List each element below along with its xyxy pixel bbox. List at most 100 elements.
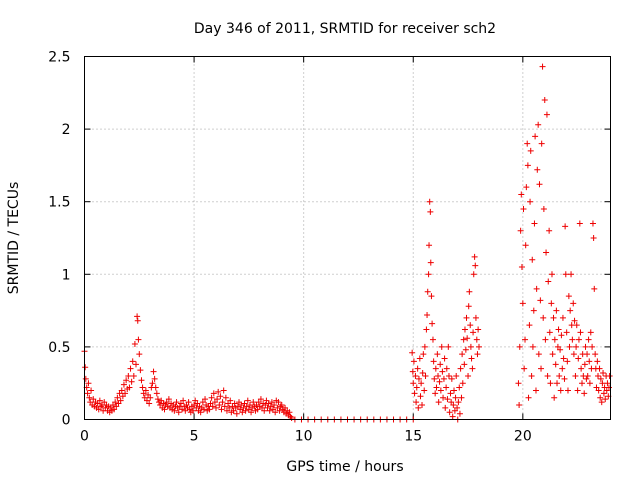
data-point (437, 387, 444, 394)
data-point (576, 220, 583, 227)
data-point (86, 394, 93, 401)
data-point (548, 300, 555, 307)
data-point (515, 380, 522, 387)
data-point (599, 380, 606, 387)
data-point (581, 390, 588, 397)
data-point (437, 361, 444, 368)
data-point (516, 343, 523, 350)
data-point (244, 397, 251, 404)
data-point (518, 264, 525, 271)
data-point (553, 307, 560, 314)
data-point (272, 409, 279, 416)
data-point (560, 355, 567, 362)
data-point (456, 384, 463, 391)
data-point (426, 198, 433, 205)
data-point (239, 409, 246, 416)
data-point (409, 368, 416, 375)
data-point (583, 375, 590, 382)
data-point (535, 351, 542, 358)
data-point (532, 387, 539, 394)
data-point (432, 365, 439, 372)
data-point (202, 396, 209, 403)
data-point (112, 399, 119, 406)
data-point (539, 63, 546, 70)
data-point (133, 361, 140, 368)
data-point (128, 378, 135, 385)
data-point (525, 394, 532, 401)
data-point (88, 387, 95, 394)
data-point (219, 399, 226, 406)
data-point (462, 346, 469, 353)
data-point (425, 271, 432, 278)
y-tick-label: 2.5 (48, 50, 70, 66)
data-point (220, 387, 227, 394)
data-point (433, 384, 440, 391)
data-point (209, 403, 216, 410)
data-point (568, 271, 575, 278)
data-point (213, 404, 219, 411)
data-point (185, 399, 192, 406)
data-point (584, 372, 591, 379)
data-point (428, 293, 435, 300)
data-point (521, 365, 528, 372)
data-point (604, 380, 611, 387)
data-point (442, 404, 449, 411)
data-point (537, 297, 544, 304)
data-point (161, 406, 168, 413)
data-point (540, 314, 547, 321)
data-point (465, 303, 472, 310)
data-point (562, 223, 569, 230)
data-point (466, 288, 473, 295)
data-point (598, 399, 605, 406)
data-point (570, 351, 577, 358)
data-point (419, 401, 426, 408)
data-point (82, 364, 89, 371)
data-point (443, 365, 450, 372)
data-point (571, 317, 578, 324)
data-point (197, 409, 204, 416)
data-point (417, 393, 424, 400)
data-point (460, 336, 467, 343)
data-point (424, 288, 431, 295)
data-point (126, 384, 133, 391)
data-point (261, 407, 268, 414)
data-point (595, 387, 602, 394)
data-point (443, 384, 450, 391)
data-point (542, 336, 549, 343)
data-point (461, 326, 468, 333)
y-tick-label: 0.5 (48, 340, 70, 356)
x-tick-label: 10 (295, 429, 313, 445)
data-point (422, 372, 429, 379)
data-point (117, 397, 124, 404)
data-point (412, 372, 419, 379)
data-point (129, 358, 136, 365)
x-tick-label: 5 (190, 429, 199, 445)
data-point (82, 375, 89, 382)
data-point (581, 361, 588, 368)
data-point (421, 343, 428, 350)
data-point (596, 365, 603, 372)
data-point (445, 372, 452, 379)
data-point (451, 387, 458, 394)
data-point (154, 396, 161, 403)
data-point (597, 375, 604, 382)
data-point (535, 121, 542, 128)
data-point (476, 343, 482, 350)
data-point (545, 278, 552, 285)
data-point (416, 355, 423, 362)
data-point (592, 351, 599, 358)
data-point (424, 311, 431, 318)
data-point (602, 396, 609, 403)
x-tick-label: 15 (404, 429, 422, 445)
gridlines (84, 56, 611, 420)
data-point (266, 407, 273, 414)
data-point (465, 372, 472, 379)
data-point (474, 351, 481, 358)
data-point (606, 372, 613, 379)
data-point (473, 336, 480, 343)
data-point (557, 346, 564, 353)
data-point (410, 380, 417, 387)
data-point (527, 198, 534, 205)
data-point (153, 390, 160, 397)
